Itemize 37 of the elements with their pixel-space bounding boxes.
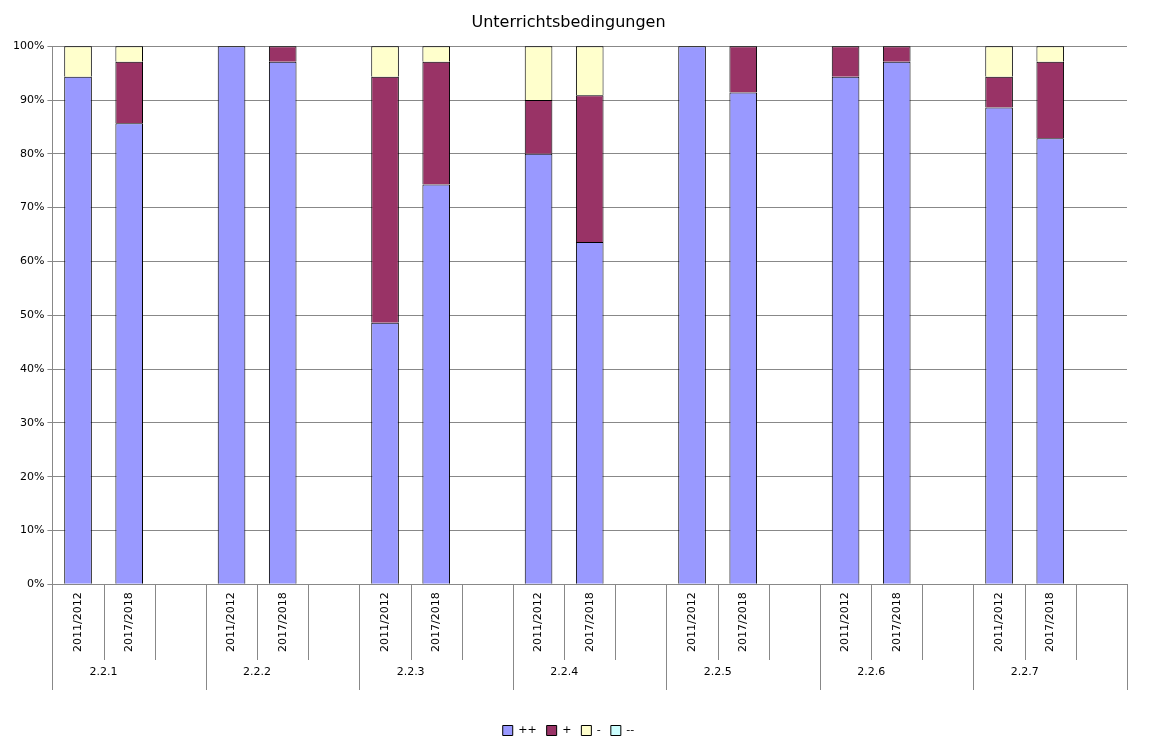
text: 2.2.4 xyxy=(550,664,579,678)
y-tick-label: 20% xyxy=(19,469,45,483)
y-tick-label: 80% xyxy=(19,146,45,160)
legend-label: - xyxy=(596,723,601,737)
x-tick-label: 2011/2012 xyxy=(70,592,84,653)
x-tick-label: 2011/2012 xyxy=(684,592,698,653)
text: 2.2.7 xyxy=(1010,664,1039,678)
legend-label: + xyxy=(562,723,572,737)
x-tick-label: 2017/2018 xyxy=(889,592,903,653)
legend-label: -- xyxy=(626,723,635,737)
text: 2.2.3 xyxy=(396,664,425,678)
x-tick-label: 2017/2018 xyxy=(429,592,443,653)
x-tick-label: 2017/2018 xyxy=(122,592,136,653)
y-tick-label: 10% xyxy=(19,523,45,537)
x-tick-label: 2011/2012 xyxy=(377,592,391,653)
x-tick-label: 2017/2018 xyxy=(736,592,750,653)
chart-title: Unterrichtsbedingungen xyxy=(471,11,666,31)
x-tick-label: 2017/2018 xyxy=(582,592,596,653)
y-tick-label: 50% xyxy=(19,308,45,322)
y-tick-label: 90% xyxy=(19,92,45,106)
legend-label: ++ xyxy=(518,723,537,737)
text: 2.2.1 xyxy=(89,664,118,678)
text: 2.2.2 xyxy=(243,664,272,678)
x-tick-label: 2017/2018 xyxy=(1043,592,1057,653)
x-tick-label: 2017/2018 xyxy=(275,592,289,653)
text: 2.2.5 xyxy=(703,664,732,678)
y-tick-label: 30% xyxy=(19,415,45,429)
text: 2.2.6 xyxy=(857,664,886,678)
x-tick-label: 2011/2012 xyxy=(991,592,1005,653)
y-tick-label: 70% xyxy=(19,200,45,214)
y-tick-label: 0% xyxy=(26,577,45,591)
y-tick-label: 60% xyxy=(19,254,45,268)
x-tick-label: 2011/2012 xyxy=(531,592,545,653)
x-tick-label: 2011/2012 xyxy=(838,592,852,653)
y-tick-label: 100% xyxy=(12,39,45,53)
x-tick-label: 2011/2012 xyxy=(224,592,238,653)
y-tick-label: 40% xyxy=(19,361,45,375)
